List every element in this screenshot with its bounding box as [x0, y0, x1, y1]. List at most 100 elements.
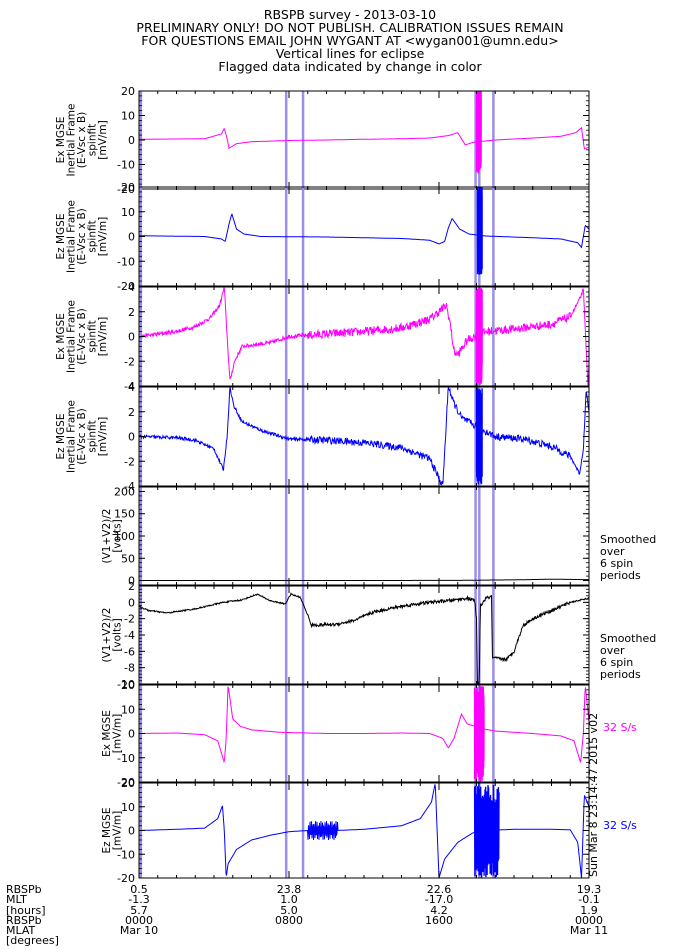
y-tick-label: 10 — [121, 206, 135, 219]
side-note: Smoothed — [600, 632, 656, 645]
burst-trace — [473, 783, 500, 878]
y-tick-label: 20 — [121, 181, 135, 194]
x-tick-label: 1600 — [425, 914, 453, 927]
y-tick-label: 0 — [128, 231, 135, 244]
x-tick-label: 1.9 — [580, 904, 598, 917]
series-line — [139, 126, 589, 150]
side-note: over — [600, 644, 625, 657]
y-axis-label: [mV/m] — [97, 217, 109, 256]
x-row-label: [degrees] — [6, 934, 59, 947]
y-tick-label: -2 — [124, 455, 135, 468]
y-axis-label: Ez MGSE — [55, 414, 67, 460]
y-tick-label: 2 — [128, 406, 135, 419]
y-tick-label: 0 — [128, 331, 135, 344]
y-axis-label: Ex MGSE — [55, 117, 67, 164]
side-note: periods — [600, 569, 641, 582]
panel-frame — [138, 386, 590, 487]
y-tick-label: -20 — [117, 183, 135, 196]
y-tick-label: -10 — [117, 678, 135, 691]
side-note: over — [600, 545, 625, 558]
y-axis-label: [mV/m] — [111, 714, 123, 753]
burst-trace — [475, 387, 483, 485]
y-tick-label: 2 — [128, 580, 135, 593]
y-axis-label: (V1+V2)/2 — [101, 608, 113, 663]
warning-line: PRELIMINARY ONLY! DO NOT PUBLISH. CALIBR… — [136, 20, 564, 35]
y-tick-label: 20 — [121, 679, 135, 692]
series-line — [139, 578, 589, 581]
y-tick-label: -10 — [117, 159, 135, 172]
y-axis-label: Ez MGSE — [101, 808, 113, 854]
y-axis-label: spinfit — [87, 220, 99, 252]
y-axis-label: Inertial Frame — [66, 400, 78, 473]
burst-trace — [476, 187, 483, 275]
y-tick-label: 4 — [128, 381, 135, 394]
y-tick-label: -6 — [124, 645, 135, 658]
y-axis-label: spinfit — [87, 420, 99, 452]
burst-trace — [473, 685, 485, 782]
panel-frame — [138, 782, 590, 879]
x-tick-label: 5.0 — [280, 904, 298, 917]
y-tick-label: 0 — [128, 825, 135, 838]
y-tick-label: -2 — [124, 355, 135, 368]
burst-trace — [475, 287, 483, 386]
y-tick-label: 200 — [114, 485, 135, 498]
y-tick-label: -20 — [117, 872, 135, 885]
y-axis-label: spinfit — [87, 124, 99, 156]
y-axis-label: (E-Vsc x B) — [76, 112, 88, 169]
x-tick-label: Mar 11 — [570, 924, 608, 937]
x-row-label: RBSPb — [6, 914, 42, 927]
x-tick-label: -1.3 — [128, 893, 149, 906]
y-tick-label: 0 — [128, 134, 135, 147]
y-tick-label: 2 — [128, 306, 135, 319]
panel-frame — [138, 486, 590, 586]
x-tick-label: 23.8 — [277, 883, 302, 896]
y-tick-label: -10 — [117, 848, 135, 861]
y-tick-label: -10 — [117, 255, 135, 268]
x-row-label: [hours] — [6, 904, 46, 917]
y-tick-label: 10 — [121, 801, 135, 814]
y-tick-label: 150 — [114, 508, 135, 521]
x-tick-label: -0.1 — [578, 893, 599, 906]
sample-rate-label: 32 S/s — [603, 721, 637, 734]
y-tick-label: -4 — [124, 380, 135, 393]
series-line — [139, 213, 589, 249]
x-row-label: MLT — [6, 893, 27, 906]
flag-note: Flagged data indicated by change in colo… — [218, 59, 482, 74]
y-axis-label: (V1+V2)/2 — [101, 509, 113, 564]
y-axis-label: Ez MGSE — [55, 214, 67, 260]
y-tick-label: 10 — [121, 703, 135, 716]
y-tick-label: 20 — [121, 85, 135, 98]
x-tick-label: Mar 10 — [120, 924, 158, 937]
y-axis-label: (E-Vsc x B) — [76, 208, 88, 265]
y-tick-label: -10 — [117, 752, 135, 765]
y-axis-label: [mV/m] — [97, 317, 109, 356]
x-row-label: RBSPb — [6, 883, 42, 896]
series-line — [139, 686, 589, 764]
y-tick-label: -8 — [124, 662, 135, 675]
side-note: 6 spin — [600, 656, 633, 669]
x-tick-label: 19.3 — [577, 883, 602, 896]
y-tick-label: -2 — [124, 613, 135, 626]
series-line — [139, 784, 589, 878]
series-line — [139, 592, 589, 684]
y-tick-label: -20 — [117, 776, 135, 789]
panel-frame — [138, 90, 590, 190]
run-timestamp: Sun Mar 8 23:14:47 2015 v02 — [587, 713, 600, 877]
y-tick-label: 0 — [128, 728, 135, 741]
y-tick-label: 50 — [121, 552, 135, 565]
side-note: periods — [600, 668, 641, 681]
y-axis-label: Inertial Frame — [66, 300, 78, 373]
x-tick-label: 0000 — [125, 914, 153, 927]
x-tick-label: 1.0 — [280, 893, 298, 906]
x-tick-label: 4.2 — [430, 904, 448, 917]
y-axis-label: [mV/m] — [111, 811, 123, 850]
y-tick-label: 0 — [128, 431, 135, 444]
y-tick-label: -4 — [124, 629, 135, 642]
panel-frame — [138, 286, 590, 387]
y-tick-label: 0 — [128, 596, 135, 609]
y-tick-label: 10 — [121, 110, 135, 123]
y-axis-label: Ex MGSE — [101, 710, 113, 757]
y-tick-label: 0 — [128, 575, 135, 588]
y-axis-label: (E-Vsc x B) — [76, 308, 88, 365]
